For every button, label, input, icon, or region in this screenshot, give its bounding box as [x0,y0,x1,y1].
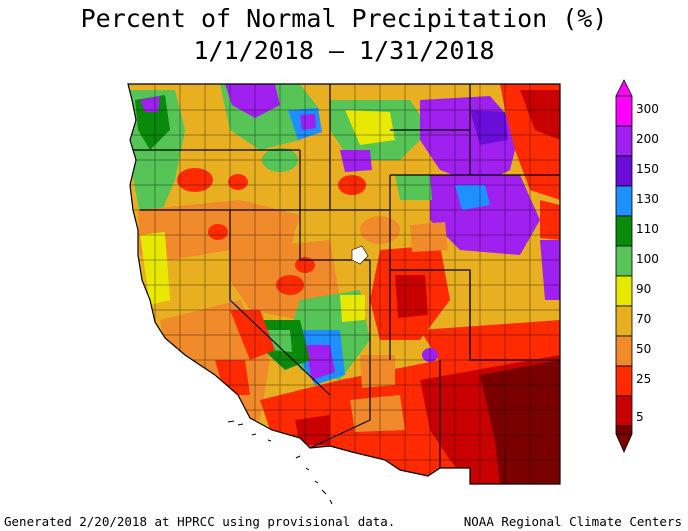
colorbar-top-arrow [615,79,633,97]
plains-blue [455,185,490,210]
colorbar-swatch [615,305,633,337]
map-date-range: 1/1/2018 – 1/31/2018 [193,36,495,65]
or-red-spot [177,168,213,192]
legend-label: 5 [636,410,644,424]
mt-yellow [345,110,395,145]
n-rockies-purple-2 [300,114,316,130]
legend-label: 90 [636,282,652,296]
legend-label: 50 [636,342,652,356]
az-orange [350,395,405,432]
co-n-green [395,175,432,200]
great-salt-lake [351,245,369,265]
legend-label: 110 [636,222,659,236]
legend-label: 130 [636,192,659,206]
legend-label: 25 [636,372,652,386]
gulf-coastline [295,455,333,505]
channel-islands [227,420,272,442]
legend-label: 300 [636,102,659,116]
colorbar-bottom-arrow [615,433,633,453]
legend-label: 100 [636,252,659,266]
plains-deep-purple [470,110,508,145]
colorbar-swatch [615,155,633,187]
colorbar-swatch [615,245,633,277]
colorbar-swatch [615,425,633,435]
state-borders [130,84,560,468]
ca-red-spot [208,224,228,240]
co-orange [410,222,448,252]
legend-label: 150 [636,162,659,176]
co-dark-red [395,275,428,318]
colorbar-swatch [615,95,633,127]
ut-yellow [340,295,365,322]
colorbar-swatch [615,275,633,307]
map-title: Percent of Normal Precipitation (%) [80,4,608,33]
n-rockies-purple [225,84,280,118]
ut-purple [305,345,335,380]
colorbar-swatch [615,365,633,397]
generated-note: Generated 2/20/2018 at HPRCC using provi… [4,514,396,529]
ne-red-2 [540,200,560,240]
colorbar [615,79,633,453]
colorbar-swatch [615,335,633,367]
id-red-spot [228,174,248,190]
sw-maroon [480,360,560,484]
map-outline [127,83,561,485]
colorbar-swatch [615,185,633,217]
legend-label: 70 [636,312,652,326]
wy-purple [340,150,372,172]
colorbar-swatch [615,125,633,157]
colorbar-swatch [615,215,633,247]
az-dark-red [295,415,330,445]
colorbar-swatch [615,395,633,427]
az-orange-2 [360,355,395,388]
credit-note: NOAA Regional Climate Centers [463,514,682,529]
legend-label: 200 [636,132,659,146]
